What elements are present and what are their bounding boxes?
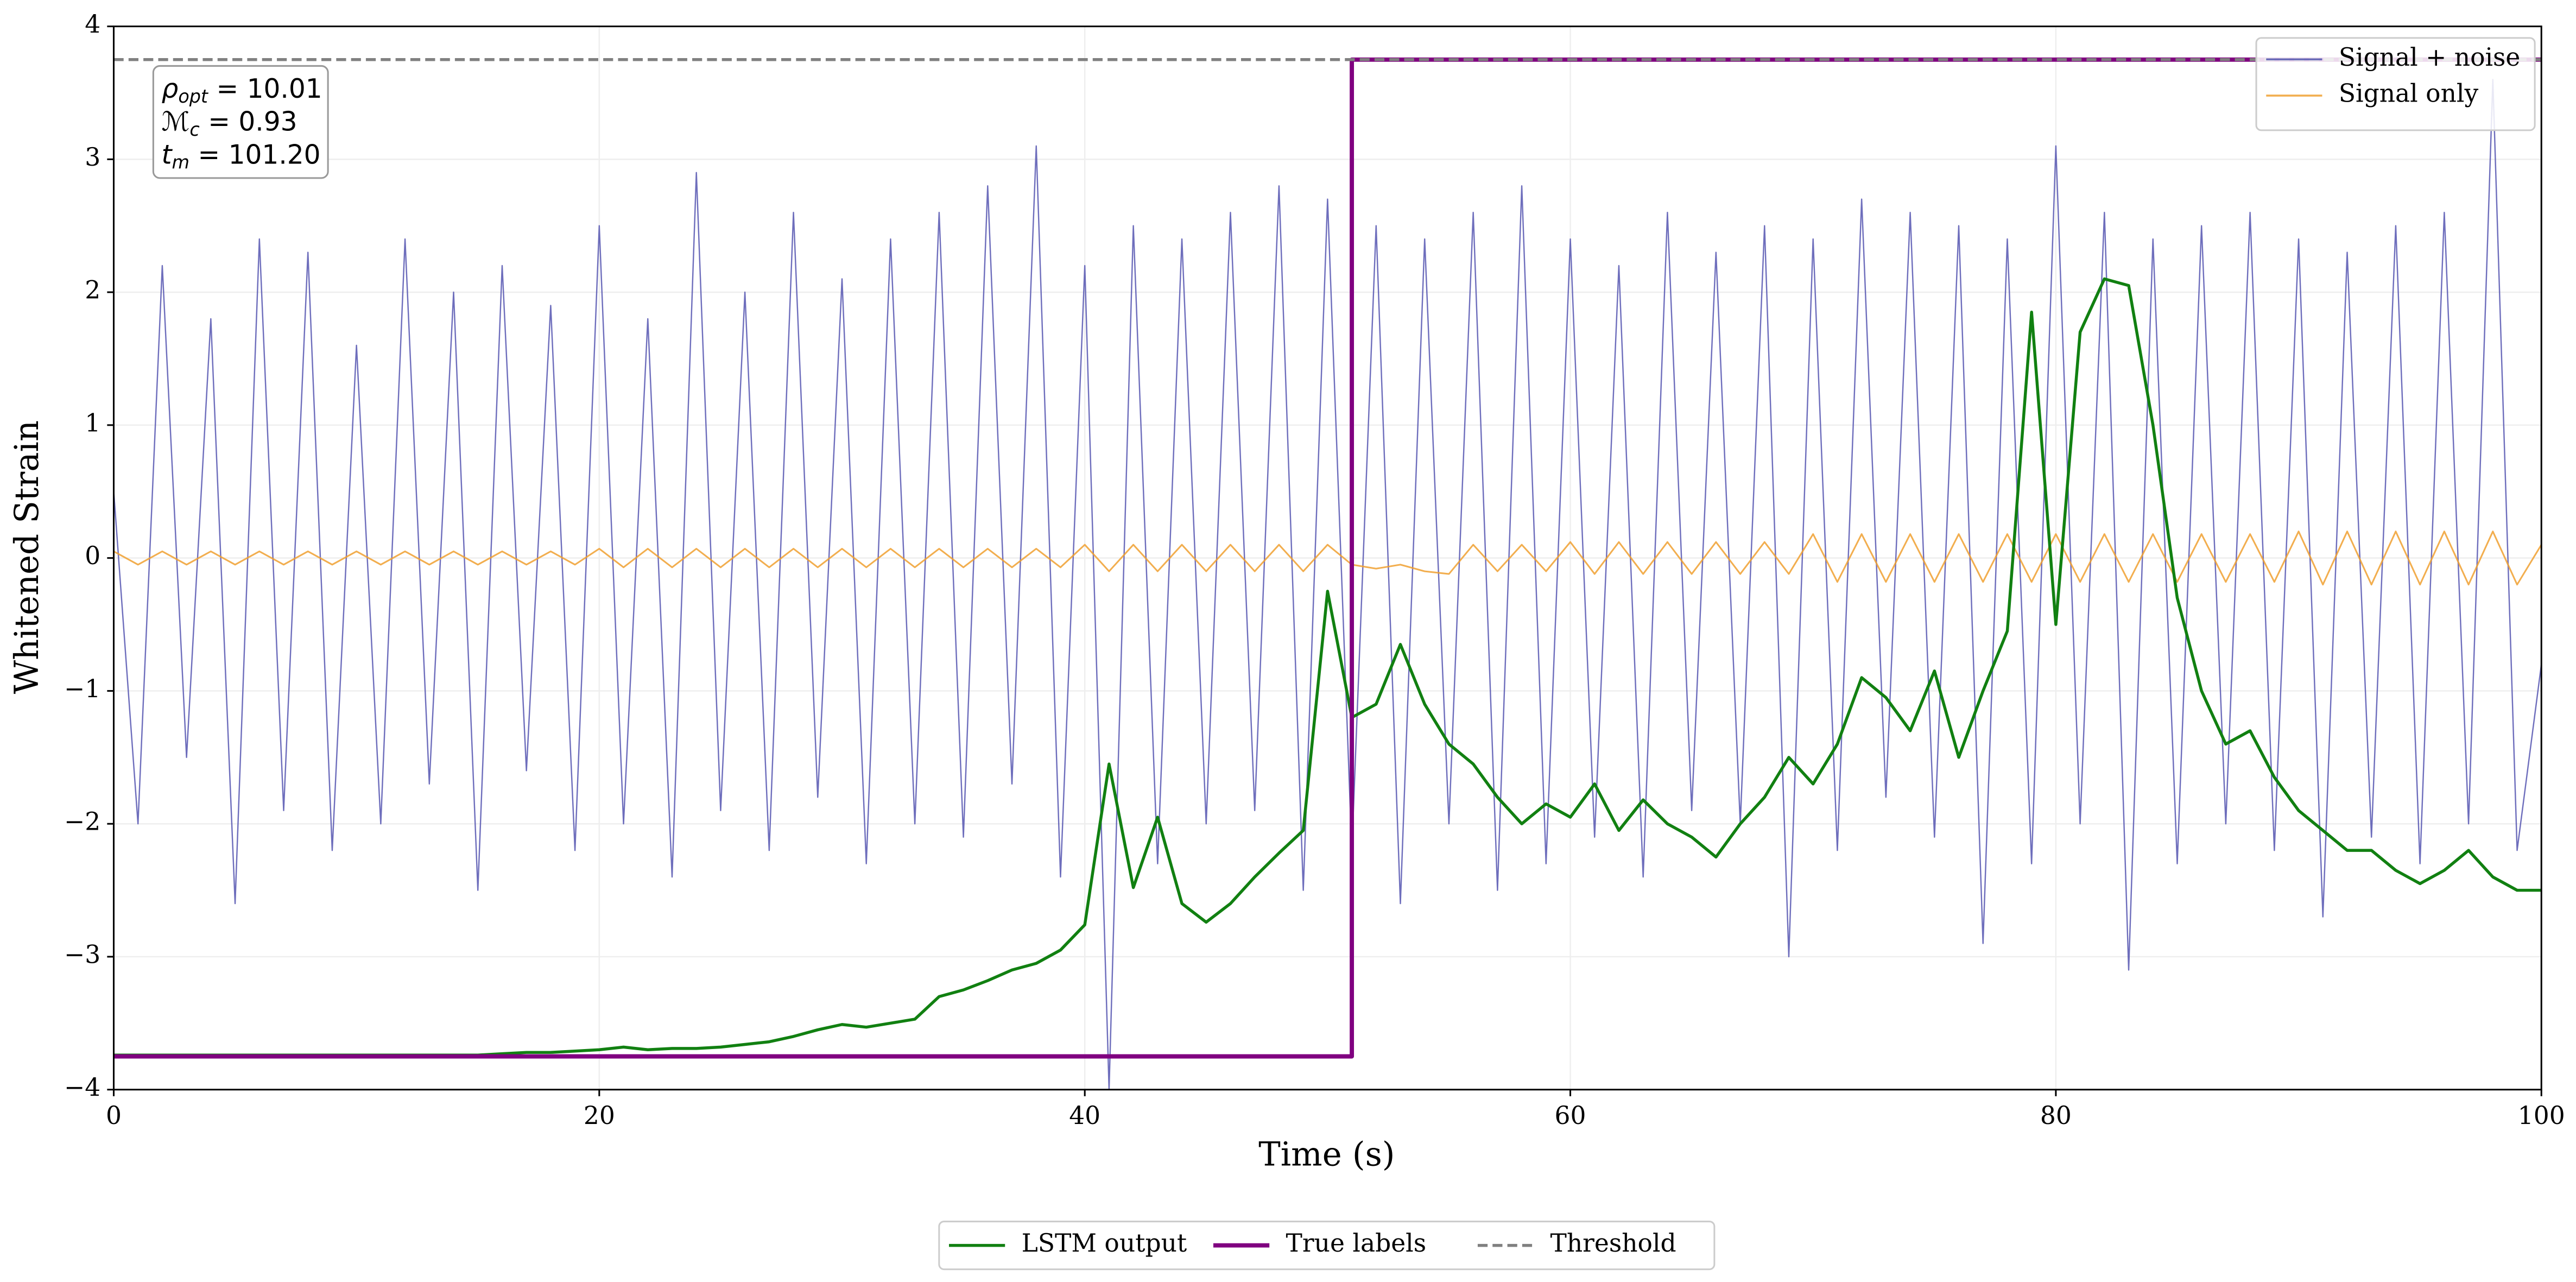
x-tick-label: 100 <box>2518 1101 2565 1130</box>
annotation-symbol: ℳ <box>162 107 190 137</box>
legend-label: Signal + noise <box>2339 43 2521 72</box>
annotation-line: ρopt = 10.01 <box>162 74 322 107</box>
x-axis-label: Time (s) <box>1258 1136 1395 1174</box>
y-tick-label: −4 <box>64 1073 100 1102</box>
annotation-subscript: c <box>189 118 199 140</box>
y-tick-label: 0 <box>85 541 100 570</box>
legend-label: Signal only <box>2339 79 2479 108</box>
y-tick-label: 3 <box>85 143 100 172</box>
x-tick-label: 80 <box>2040 1101 2072 1130</box>
y-tick-label: 2 <box>85 276 100 305</box>
annotation-line: ℳc = 0.93 <box>162 107 298 140</box>
y-tick-label: −3 <box>64 940 100 969</box>
x-tick-label: 60 <box>1555 1101 1586 1130</box>
legend-label: True labels <box>1286 1229 1427 1258</box>
series-line <box>113 79 2542 1090</box>
plot-lines <box>113 57 2542 1090</box>
annotation-box <box>152 65 329 179</box>
ticks: 0 20 40 60 80 100 −4 −3 −2 −1 0 1 2 3 4 <box>64 10 2565 1130</box>
annotation-subscript: m <box>172 151 190 173</box>
legends: Signal + noise Signal only LSTM output True… <box>938 37 2536 1271</box>
y-tick-label: −2 <box>64 807 100 836</box>
legend-label: Threshold <box>1550 1229 1676 1258</box>
legend-box <box>2255 37 2536 131</box>
series-line <box>113 277 2542 1057</box>
y-tick-label: 4 <box>85 10 100 39</box>
y-tick-label: −1 <box>64 674 100 703</box>
x-tick-label: 40 <box>1069 1101 1100 1130</box>
annotation-value: = 10.01 <box>208 74 322 104</box>
series-line <box>113 531 2542 586</box>
x-tick-label: 20 <box>584 1101 615 1130</box>
annotation-symbol: t <box>162 140 173 170</box>
annotation-symbol: ρ <box>162 74 179 104</box>
y-axis-label: Whitened Strain <box>8 420 46 694</box>
annotation-subscript: opt <box>178 86 209 107</box>
legend-box <box>938 1221 1716 1271</box>
annotation-value: = 101.20 <box>189 140 321 170</box>
annotation-line: tm = 101.20 <box>162 140 321 173</box>
annotation-value: = 0.93 <box>200 107 298 137</box>
y-tick-label: 1 <box>85 408 100 437</box>
legend-label: LSTM output <box>1022 1229 1187 1258</box>
x-tick-label: 0 <box>106 1101 122 1130</box>
